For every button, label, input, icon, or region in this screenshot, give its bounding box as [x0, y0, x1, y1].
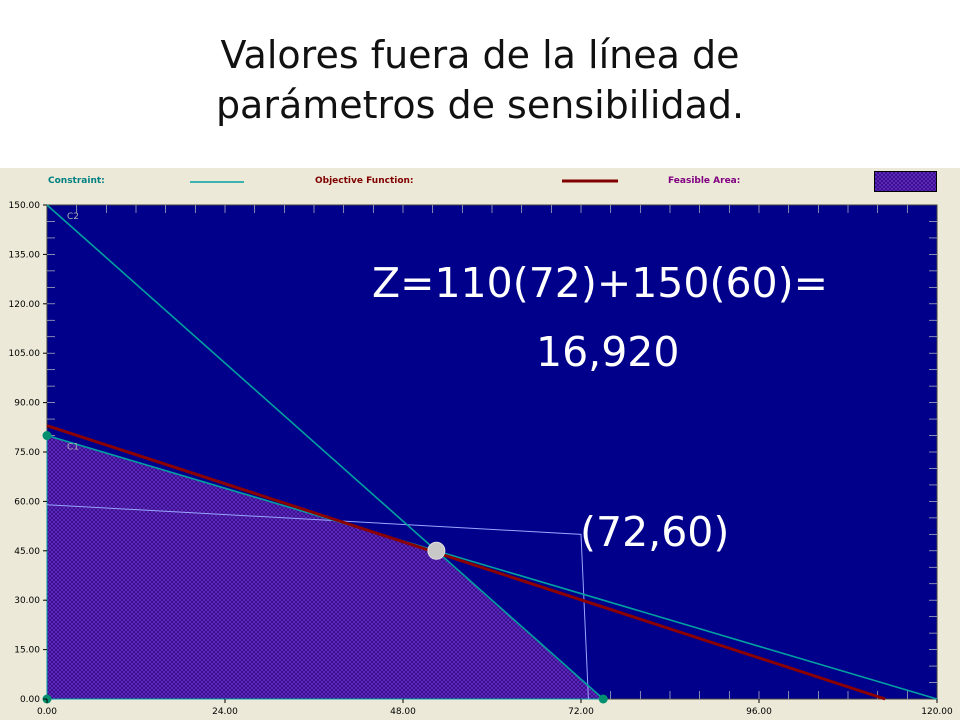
axis-ticks: 0.00 15.00 30.00 45.00 60.00 75.00 90.00 105.00…	[9, 201, 954, 717]
reference-path	[46, 504, 589, 700]
constraint-line-c1	[46, 434, 938, 700]
slide-title-line-1: Valores fuera de la línea de	[220, 33, 740, 77]
objective-function-line	[46, 424, 886, 701]
z-equation-line-1: Z=110(72)+150(60)=	[372, 259, 828, 307]
legend-feasible-swatch	[874, 171, 937, 192]
y-tick-label: 120.00	[9, 300, 41, 310]
y-tick-label: 30.00	[14, 596, 40, 606]
constraint-line-c2	[46, 204, 604, 700]
optimal-point-label: (72,60)	[580, 508, 730, 556]
y-tick-label: 135.00	[9, 250, 41, 260]
x-tick-label: 96.00	[746, 707, 772, 717]
legend-objective-label: Objective Function:	[315, 176, 414, 186]
legend-objective-swatch	[562, 179, 618, 183]
y-tick-label: 0.00	[20, 695, 40, 705]
x-tick-label: 0.00	[37, 707, 57, 717]
legend-feasible-label: Feasible Area:	[668, 176, 741, 186]
constraint-label-c1: C1	[67, 443, 79, 453]
slide-title-line-2: parámetros de sensibilidad.	[215, 83, 745, 127]
x-tick-label: 72.00	[568, 707, 594, 717]
y-tick-label: 150.00	[9, 201, 41, 211]
y-tick-label: 75.00	[14, 448, 40, 458]
legend-constraint-label: Constraint:	[48, 176, 105, 186]
y-tick-label: 15.00	[14, 646, 40, 656]
y-tick-label: 60.00	[14, 497, 40, 507]
lp-graph: C1 C2 0.00 15.00 30.00 45.00 60.00 75.00 90.00 1…	[0, 196, 960, 720]
corner-point	[598, 694, 608, 704]
constraint-label-c2: C2	[67, 212, 79, 222]
x-tick-label: 48.00	[390, 707, 416, 717]
z-equation-line-2: 16,920	[536, 328, 680, 376]
x-tick-label: 120.00	[921, 707, 953, 717]
slide-title: Valores fuera de la línea de parámetros …	[0, 30, 960, 130]
corner-points	[42, 431, 608, 704]
x-tick-label: 24.00	[212, 707, 238, 717]
y-tick-label: 90.00	[14, 399, 40, 409]
y-tick-label: 105.00	[9, 349, 41, 359]
legend-constraint-swatch	[190, 181, 244, 183]
y-tick-label: 45.00	[14, 547, 40, 557]
constraint-lines: C1 C2	[46, 204, 938, 700]
legend-bar: Constraint: Objective Function: Feasible…	[0, 168, 960, 196]
corner-point	[42, 431, 52, 441]
optimal-point-marker	[427, 541, 446, 560]
